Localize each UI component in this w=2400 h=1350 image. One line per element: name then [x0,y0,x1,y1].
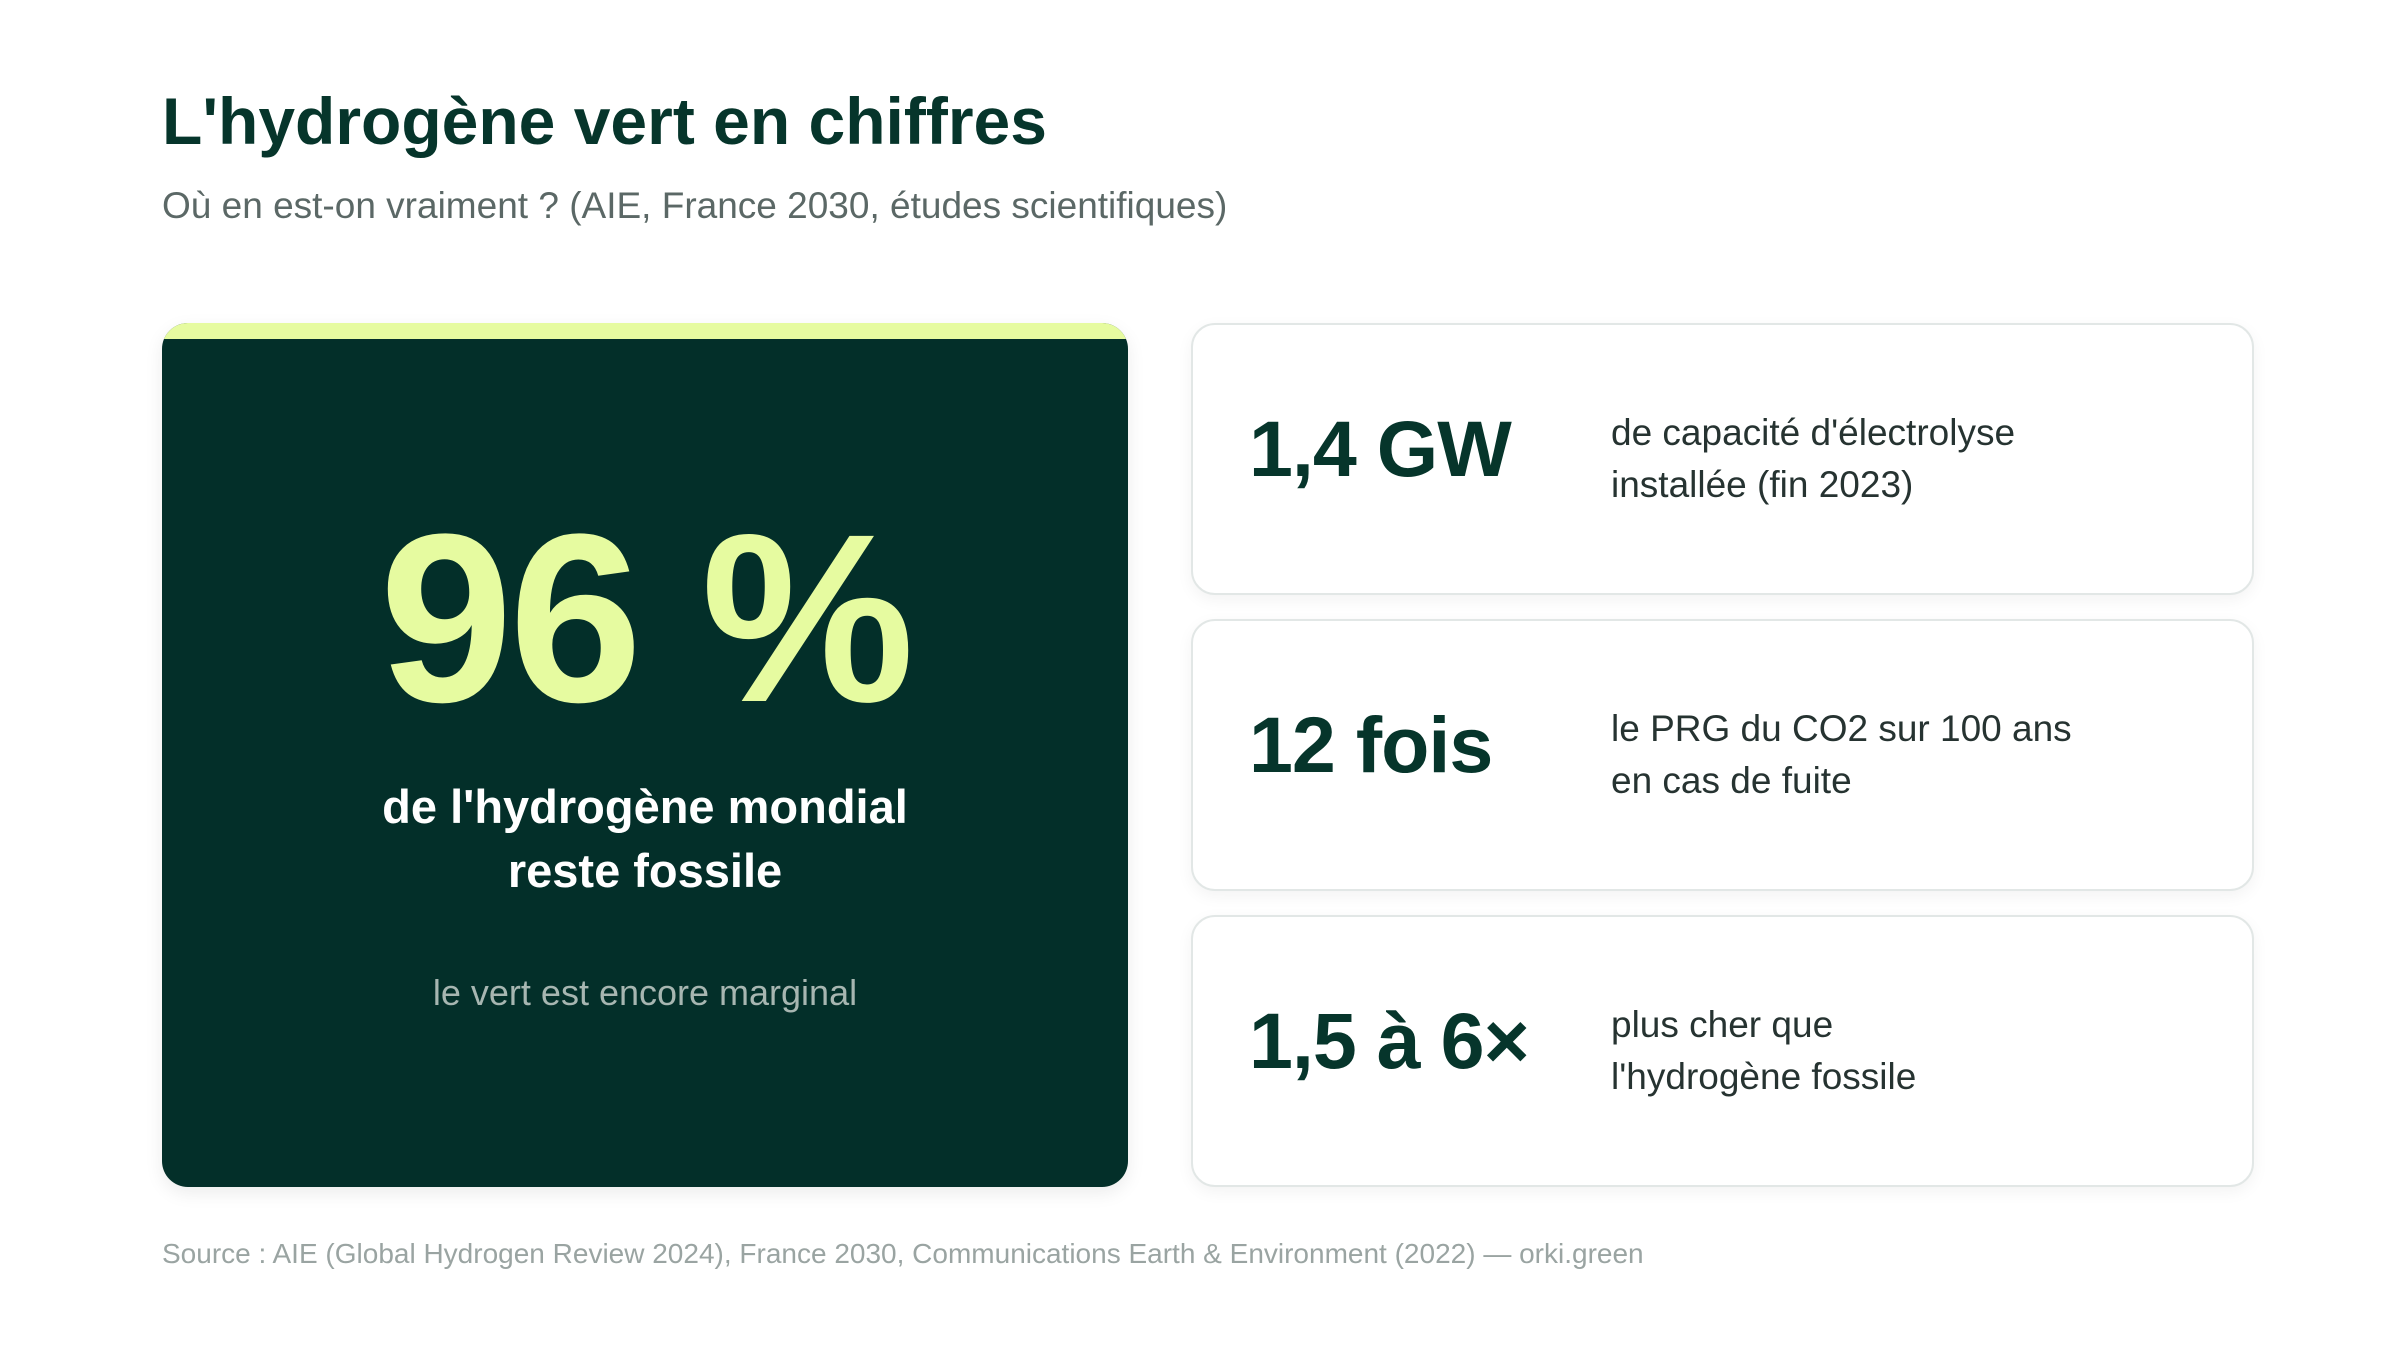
stat-description-line: plus cher que [1611,1004,1834,1045]
stat-description: plus cher que l'hydrogène fossile [1611,917,1916,1185]
stat-description-line: le PRG du CO2 sur 100 ans [1611,708,2072,749]
hero-stat-value: 96 % [379,484,914,752]
page-subtitle: Où en est-on vraiment ? (AIE, France 203… [162,185,1228,226]
stat-description-line: de capacité d'électrolyse [1611,412,2016,453]
stat-value: 1,4 GW [1249,404,1512,493]
hero-stat-note: le vert est encore marginal [432,972,858,1013]
hero-accent-bar [162,323,1128,339]
stat-description: le PRG du CO2 sur 100 ans en cas de fuit… [1611,621,2072,889]
source-footnote: Source : AIE (Global Hydrogen Review 202… [162,1238,1644,1269]
stat-description-line: l'hydrogène fossile [1611,1056,1917,1097]
hero-stat-card: 96 % de l'hydrogène mondial reste fossil… [162,323,1128,1187]
stat-description-line: en cas de fuite [1611,760,1852,801]
stat-card-cost: 1,5 à 6× plus cher que l'hydrogène fossi… [1191,915,2254,1187]
stat-value: 1,5 à 6× [1249,996,1530,1085]
hero-stat-label: de l'hydrogène mondial reste fossile [162,775,1128,903]
stat-card-electrolysis: 1,4 GW de capacité d'électrolyse install… [1191,323,2254,595]
hero-label-line: reste fossile [507,844,783,897]
stat-description: de capacité d'électrolyse installée (fin… [1611,325,2015,593]
stat-value: 12 fois [1249,700,1493,789]
page-title: L'hydrogène vert en chiffres [162,84,1047,158]
stat-description-line: installée (fin 2023) [1611,464,1914,505]
stat-card-warming-potential: 12 fois le PRG du CO2 sur 100 ans en cas… [1191,619,2254,891]
hero-label-line: de l'hydrogène mondial [382,780,908,833]
